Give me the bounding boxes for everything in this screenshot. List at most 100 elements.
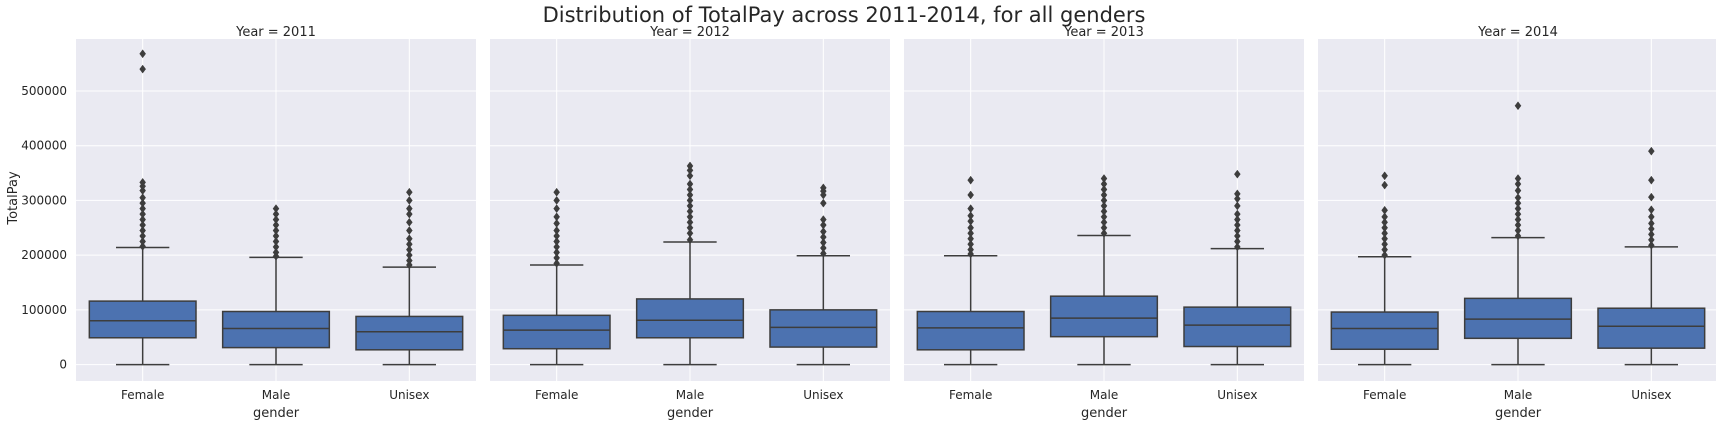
outlier-point — [686, 196, 694, 205]
panel-title: Year = 2012 — [649, 25, 730, 40]
outlier-point — [553, 242, 560, 252]
outlier-point — [1381, 239, 1388, 249]
x-tick-label: Unisex — [1631, 388, 1671, 402]
x-axis-label: gender — [253, 406, 300, 421]
outlier-point — [553, 212, 560, 222]
outlier-point — [1234, 209, 1241, 219]
outlier-point — [686, 190, 694, 200]
outlier-point — [406, 204, 413, 214]
x-axis-label: gender — [1495, 406, 1542, 421]
outlier-point — [820, 183, 827, 193]
outlier-point — [820, 249, 827, 258]
outlier-point — [1381, 250, 1388, 260]
outlier-point — [553, 237, 560, 246]
x-tick-label: Unisex — [803, 388, 843, 402]
outlier-point — [139, 241, 146, 251]
outlier-point — [553, 253, 560, 263]
panel-title: Year = 2011 — [235, 25, 316, 40]
outlier-point — [1648, 146, 1655, 156]
x-tick-label: Female — [535, 388, 578, 402]
box — [769, 309, 878, 348]
outlier-point — [967, 245, 974, 255]
outlier-point — [139, 64, 146, 74]
box-plot — [355, 187, 464, 366]
outlier-point — [820, 198, 827, 208]
outlier-point — [1514, 101, 1522, 111]
box-plot — [1330, 171, 1439, 366]
outlier-point — [686, 201, 694, 211]
outlier-point — [139, 198, 146, 208]
outlier-point — [1381, 212, 1388, 222]
outlier-point — [406, 239, 413, 249]
outlier-point — [1234, 194, 1241, 204]
outlier-point — [1514, 193, 1522, 203]
box — [355, 315, 464, 351]
outlier-point — [1648, 205, 1655, 215]
outlier-point — [272, 209, 280, 219]
outlier-point — [553, 218, 560, 228]
panel-title: Year = 2014 — [1477, 25, 1558, 40]
outlier-point — [139, 177, 146, 187]
box — [88, 300, 197, 339]
box — [1183, 306, 1292, 348]
outlier-point — [1648, 192, 1655, 202]
outlier-point — [272, 247, 280, 257]
x-tick-label: Male — [676, 388, 704, 402]
outlier-point — [1514, 179, 1522, 189]
box-plot — [221, 204, 331, 366]
box-plot — [1463, 101, 1573, 366]
outlier-point — [1648, 229, 1655, 239]
box — [1049, 295, 1159, 338]
x-axis-label: gender — [667, 406, 714, 421]
x-tick-label: Male — [262, 388, 290, 402]
outlier-point — [1234, 189, 1241, 199]
y-tick-label: 500000 — [21, 84, 67, 98]
facet-panel: Year = 2014 gender Female Male Unisex — [1318, 25, 1716, 421]
outlier-point — [1234, 169, 1241, 179]
outlier-point — [967, 234, 974, 244]
x-tick-label: Male — [1504, 388, 1532, 402]
box-plot — [916, 175, 1025, 366]
outlier-point — [1514, 198, 1522, 208]
y-axis-label: TotalPay — [6, 171, 21, 226]
outlier-point — [686, 212, 694, 222]
box-plot — [769, 183, 878, 366]
outlier-point — [1648, 175, 1655, 185]
outlier-point — [1381, 223, 1388, 233]
facet-panel: Year = 2012 gender Female Male Unisex — [490, 25, 890, 421]
outlier-point — [1648, 218, 1655, 228]
chart-title: Distribution of TotalPay across 2011-201… — [543, 3, 1146, 27]
outlier-point — [553, 226, 560, 235]
facet-panel: Year = 2011 gender Female Male Unisex — [76, 25, 476, 421]
outlier-point — [1234, 201, 1241, 211]
outlier-point — [406, 250, 413, 260]
outlier-point — [686, 235, 694, 245]
y-tick-label: 0 — [59, 358, 67, 372]
outlier-point — [1514, 226, 1522, 235]
outlier-point — [406, 196, 413, 205]
box-plot — [635, 161, 745, 366]
outlier-point — [1100, 228, 1108, 238]
outlier-point — [820, 227, 827, 237]
box-plot — [1183, 169, 1292, 366]
chart-panels: 0 100000 200000 300000 400000 500000 Year = 20… — [21, 25, 1716, 421]
outlier-point — [686, 185, 694, 194]
outlier-point — [272, 226, 280, 235]
outlier-point — [1100, 190, 1108, 200]
x-tick-label: Female — [121, 388, 164, 402]
outlier-point — [686, 228, 694, 238]
box — [1597, 307, 1706, 349]
box — [1463, 297, 1573, 340]
outlier-point — [139, 220, 146, 230]
outlier-point — [1100, 185, 1108, 194]
outlier-point — [967, 239, 974, 249]
outlier-point — [1100, 201, 1108, 211]
outlier-point — [1234, 215, 1241, 224]
outlier-point — [967, 204, 974, 214]
outlier-point — [139, 193, 146, 203]
outlier-point — [553, 187, 560, 197]
outlier-point — [1514, 231, 1522, 241]
outlier-point — [1381, 245, 1388, 255]
box-plot — [1049, 174, 1159, 366]
